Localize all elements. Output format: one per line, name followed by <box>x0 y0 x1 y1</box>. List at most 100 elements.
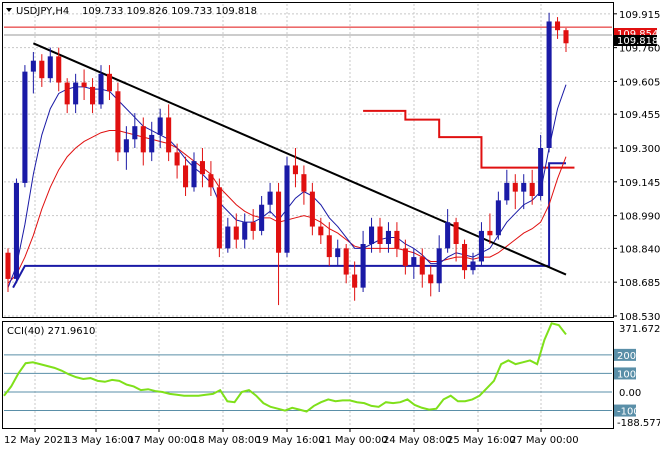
candle-body <box>115 91 121 153</box>
candle-body <box>428 274 434 284</box>
candle-body <box>98 73 104 105</box>
candle-body <box>5 252 11 279</box>
cci-series <box>3 322 567 413</box>
candle-body <box>487 230 493 236</box>
candle-body <box>343 248 349 275</box>
candle-body <box>478 230 484 262</box>
candle-body <box>183 165 189 188</box>
main-panel-frame <box>2 2 614 318</box>
candle-body <box>504 182 510 201</box>
candle-body <box>13 182 19 279</box>
cci-level-label: 100 <box>617 369 636 380</box>
time-label: 27 May 00:00 <box>510 435 579 446</box>
marker-current-box <box>614 35 657 46</box>
candle-body <box>326 235 332 258</box>
candle-body <box>309 191 315 227</box>
candle-body <box>301 174 307 192</box>
time-label: 19 May 16:00 <box>256 435 325 446</box>
marker-red-box <box>614 28 657 39</box>
cci-bottom-value: -188.5774 <box>617 418 660 429</box>
candle-body <box>529 182 535 196</box>
candle-body <box>385 230 391 244</box>
candle-body <box>250 222 256 231</box>
candle-body <box>90 86 96 105</box>
cci-level-label: 0.00 <box>619 388 641 399</box>
candle-body <box>495 200 501 236</box>
candle-body <box>369 226 375 244</box>
time-label: 13 May 16:00 <box>65 435 134 446</box>
candle-body <box>538 148 544 196</box>
price-tick-label: 108.685 <box>619 278 660 289</box>
resistance-step-line <box>363 109 575 169</box>
support-levels <box>12 162 566 289</box>
candle-body <box>563 30 569 44</box>
candle-body <box>419 257 425 275</box>
candle-body <box>166 117 172 153</box>
candle-body <box>123 139 129 153</box>
cci-level-box <box>614 404 636 417</box>
trendline-group <box>32 42 567 276</box>
candle-body <box>73 82 79 105</box>
candle-body <box>512 182 518 192</box>
candle-body <box>199 161 205 175</box>
candle-body <box>555 21 561 31</box>
candle-body <box>284 165 290 253</box>
candle-body <box>22 71 28 183</box>
candle-body <box>292 165 298 175</box>
price-tick-label: 109.915 <box>619 10 660 21</box>
price-tick-label: 109.760 <box>619 44 660 55</box>
time-label: 18 May 08:00 <box>192 435 261 446</box>
candle-body <box>318 226 324 236</box>
candle-body <box>132 126 138 140</box>
candle-body <box>462 244 468 271</box>
time-label: 17 May 00:00 <box>128 435 197 446</box>
dropdown-triangle-icon[interactable] <box>6 8 12 12</box>
candle-body <box>267 191 273 205</box>
candles <box>5 12 569 306</box>
cci-axis: 200 100 0.00 -100 371.6724 -188.5774 <box>614 324 660 429</box>
candle-body <box>377 226 383 244</box>
candle-body <box>106 73 112 92</box>
time-label: 12 May 2021 <box>4 435 69 446</box>
cci-label: CCI(40) 271.9610 <box>7 326 95 337</box>
candle-body <box>81 82 87 87</box>
candle-body <box>233 226 239 240</box>
candle-body <box>335 248 341 258</box>
candle-body <box>470 261 476 271</box>
marker-current-value: 109.818 <box>617 36 658 47</box>
cci-level-box <box>614 348 636 361</box>
candle-body <box>216 187 222 249</box>
candle-body <box>225 226 231 249</box>
symbol-label: USDJPY,H4 <box>16 6 69 17</box>
marker-red-value: 109.854 <box>617 29 658 40</box>
candle-body <box>436 248 442 284</box>
trendline <box>32 42 567 276</box>
candle-body <box>402 248 408 266</box>
candle-body <box>546 21 552 149</box>
candle-body <box>445 222 451 249</box>
candle-body <box>276 191 282 253</box>
candle-body <box>242 222 248 240</box>
support-step-line <box>12 162 566 289</box>
candle-body <box>47 56 53 79</box>
time-label: 24 May 08:00 <box>383 435 452 446</box>
candle-body <box>394 230 400 249</box>
candle-body <box>39 60 45 79</box>
cci-level-label: -100 <box>617 407 640 418</box>
candle-body <box>64 82 70 105</box>
price-tick-label: 109.300 <box>619 144 660 155</box>
price-tick-label: 109.605 <box>619 77 660 88</box>
price-tick-label: 108.530 <box>619 312 660 323</box>
price-tick-label: 109.145 <box>619 178 660 189</box>
candle-body <box>140 126 146 153</box>
price-tick-label: 108.990 <box>619 212 660 223</box>
candle-body <box>352 274 358 288</box>
time-label: 25 May 16:00 <box>447 435 516 446</box>
cci-top-value: 371.6724 <box>619 324 660 335</box>
cci-level-lines <box>4 354 612 412</box>
candle-body <box>411 257 417 266</box>
main-grid <box>4 4 612 317</box>
price-tick-label: 109.455 <box>619 110 660 121</box>
